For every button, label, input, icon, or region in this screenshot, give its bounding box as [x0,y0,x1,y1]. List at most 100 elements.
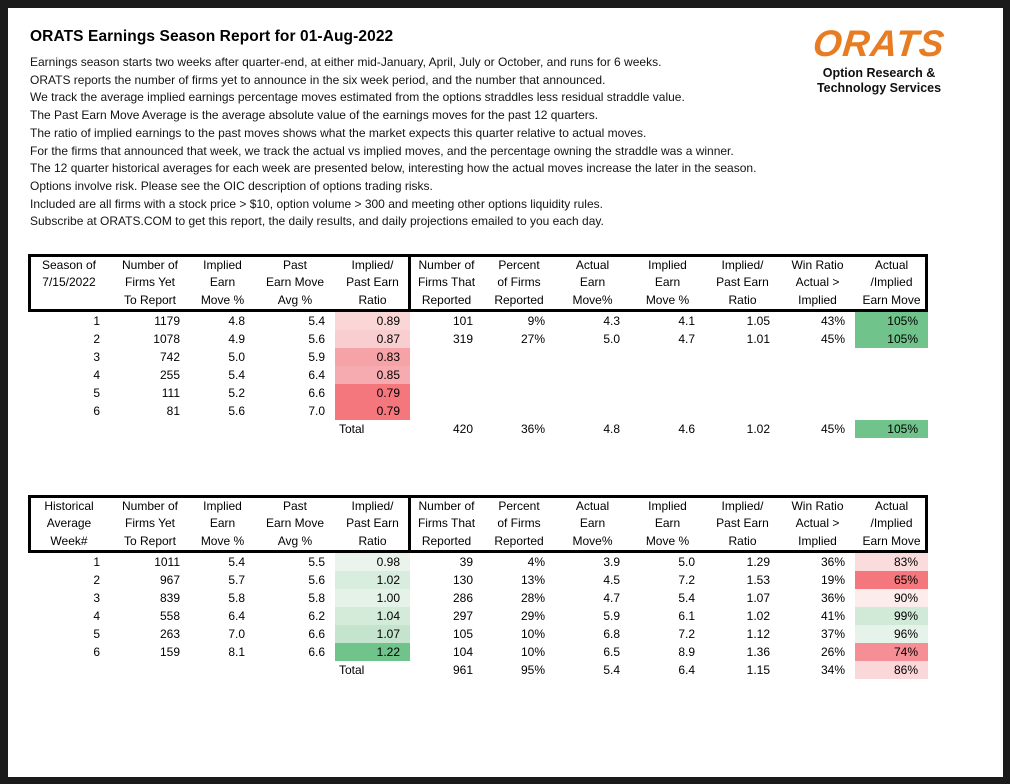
cell-past-earn-move-avg-pct: 6.6 [308,385,325,400]
column-header-implied-earn-move-pct: Implied Earn Move % [190,257,255,309]
cell-past-earn-move-avg-pct: 6.4 [308,367,325,382]
intro-line: The Past Earn Move Average is the averag… [30,108,599,123]
column-header-past-earn-move-avg-pct: Past Earn Move Avg % [255,498,335,550]
column-header-line: Implied [203,258,242,272]
column-header-line: Avg % [277,533,313,548]
column-header-line: Move% [572,533,613,548]
column-header-past-earn-move-avg-pct: Past Earn Move Avg % [255,257,335,309]
cell-actual-implied-earn-move: 99% [855,606,928,625]
column-header-line: Implied [798,533,837,548]
column-header-line: Firms Yet [124,275,175,290]
column-header-percent-firms-reported: Percent of Firms Reported [483,498,555,550]
intro-line: We track the average implied earnings pe… [30,90,685,105]
cell-implied-past-earn-ratio-reported: 1.53 [746,572,770,587]
column-header-line [28,292,110,309]
cell-implied-past-earn-ratio-reported [705,402,780,420]
cell-win-ratio: 45% [820,331,845,346]
cell-implied-earn-move-reported-pct: 7.2 [678,572,695,587]
column-header-line: Ratio [358,292,387,307]
cell-week: 2 [93,572,100,587]
cell-implied-past-earn-ratio-reported [705,366,780,384]
cell-firms-yet-to-report: 159 [159,644,180,659]
column-header-line: Avg % [277,292,313,307]
cell-implied-past-earn-ratio-reported: 1.05 [746,313,770,328]
total-past-earn-move-avg-pct [255,661,335,679]
column-header-line: Move % [645,533,690,548]
cell-actual-earn-move-pct: 4.5 [603,572,620,587]
orats-logo-wordmark: ORATS [811,23,948,64]
cell-actual-earn-move-pct: 6.8 [603,626,620,641]
column-header-line: Actual [575,258,610,272]
cell-win-ratio: 36% [820,590,845,605]
column-header-line: 7/15/2022 [42,275,96,290]
cell-implied-earn-move-reported-pct [630,366,705,384]
cell-week: 4 [93,367,100,382]
column-header-line: Firms Yet [124,516,175,531]
column-header-line: Earn [209,275,236,290]
cell-firms-yet-to-report: 255 [159,367,180,382]
cell-firms-yet-to-report: 1078 [153,331,180,346]
column-header-line: Season of [41,258,97,272]
column-header-line: Implied/ [721,499,764,513]
cell-implied-earn-move-pct: 7.0 [228,626,245,641]
cell-percent-firms-reported [483,402,555,420]
cell-firms-yet-to-report: 742 [159,349,180,364]
cell-percent-firms-reported: 10% [520,626,545,641]
cell-actual-earn-move-pct [555,348,630,366]
cell-actual-implied-earn-move [855,366,928,384]
cell-implied-earn-move-reported-pct [630,384,705,402]
column-header-line: Number of [121,499,179,513]
cell-implied-past-earn-ratio: 0.79 [335,401,410,420]
cell-actual-earn-move-pct: 5.9 [603,608,620,623]
column-header-line: Actual [874,499,909,513]
cell-week: 3 [93,590,100,605]
current-season-table-body: 1 1179 4.8 5.4 0.89 101 9% 4.3 4.1 1.05 43% 105% 2 10… [28,311,928,438]
cell-implied-earn-move-pct: 4.9 [228,331,245,346]
cell-past-earn-move-avg-pct: 5.4 [308,313,325,328]
cell-week: 3 [93,349,100,364]
column-header-actual-earn-move-pct: Actual Earn Move% [555,257,630,309]
cell-implied-earn-move-pct: 4.8 [228,313,245,328]
column-header-line: Implied [203,499,242,513]
cell-firms-reported: 101 [452,313,473,328]
cell-past-earn-move-avg-pct: 5.9 [308,349,325,364]
cell-firms-reported: 104 [452,644,473,659]
cell-week: 1 [93,313,100,328]
column-header-line: Actual > [795,516,840,531]
cell-firms-yet-to-report: 263 [159,626,180,641]
total-implied-past-earn-ratio-reported: 1.15 [746,662,770,677]
intro-line: Options involve risk. Please see the OIC… [30,178,433,193]
orats-logo-tagline: Option Research & Technology Services [793,66,965,96]
column-header-line: Earn Move [265,516,325,531]
cell-firms-yet-to-report: 81 [166,403,180,418]
cell-implied-past-earn-ratio: 1.02 [335,570,410,589]
column-header-line: Past [282,258,307,272]
cell-firms-reported: 39 [459,554,473,569]
column-header-implied-past-earn-ratio: Implied/Past Earn Ratio [335,498,410,550]
cell-win-ratio [780,366,855,384]
cell-implied-past-earn-ratio-reported: 1.12 [746,626,770,641]
cell-win-ratio [780,384,855,402]
column-header-line: Actual [575,499,610,513]
column-header-line: Number of [418,499,475,513]
total-firms-yet-to-report [110,661,190,679]
cell-implied-past-earn-ratio: 1.00 [335,588,410,607]
total-firms-yet-to-report [110,420,190,438]
cell-percent-firms-reported: 27% [520,331,545,346]
cell-past-earn-move-avg-pct: 6.6 [308,626,325,641]
cell-week: 5 [93,385,100,400]
cell-actual-implied-earn-move: 105% [855,329,928,348]
cell-past-earn-move-avg-pct: 5.8 [308,590,325,605]
cell-firms-yet-to-report: 839 [159,590,180,605]
cell-actual-implied-earn-move: 74% [855,642,928,661]
cell-actual-earn-move-pct: 4.3 [603,313,620,328]
cell-percent-firms-reported [483,348,555,366]
cell-win-ratio: 26% [820,644,845,659]
cell-actual-implied-earn-move: 65% [855,570,928,589]
header-section-divider [408,495,411,553]
cell-implied-past-earn-ratio: 1.04 [335,606,410,625]
column-header-line: Implied [648,499,687,513]
cell-firms-yet-to-report: 111 [161,385,180,400]
column-header-line: of Firms [497,516,541,531]
cell-actual-earn-move-pct: 4.7 [603,590,620,605]
